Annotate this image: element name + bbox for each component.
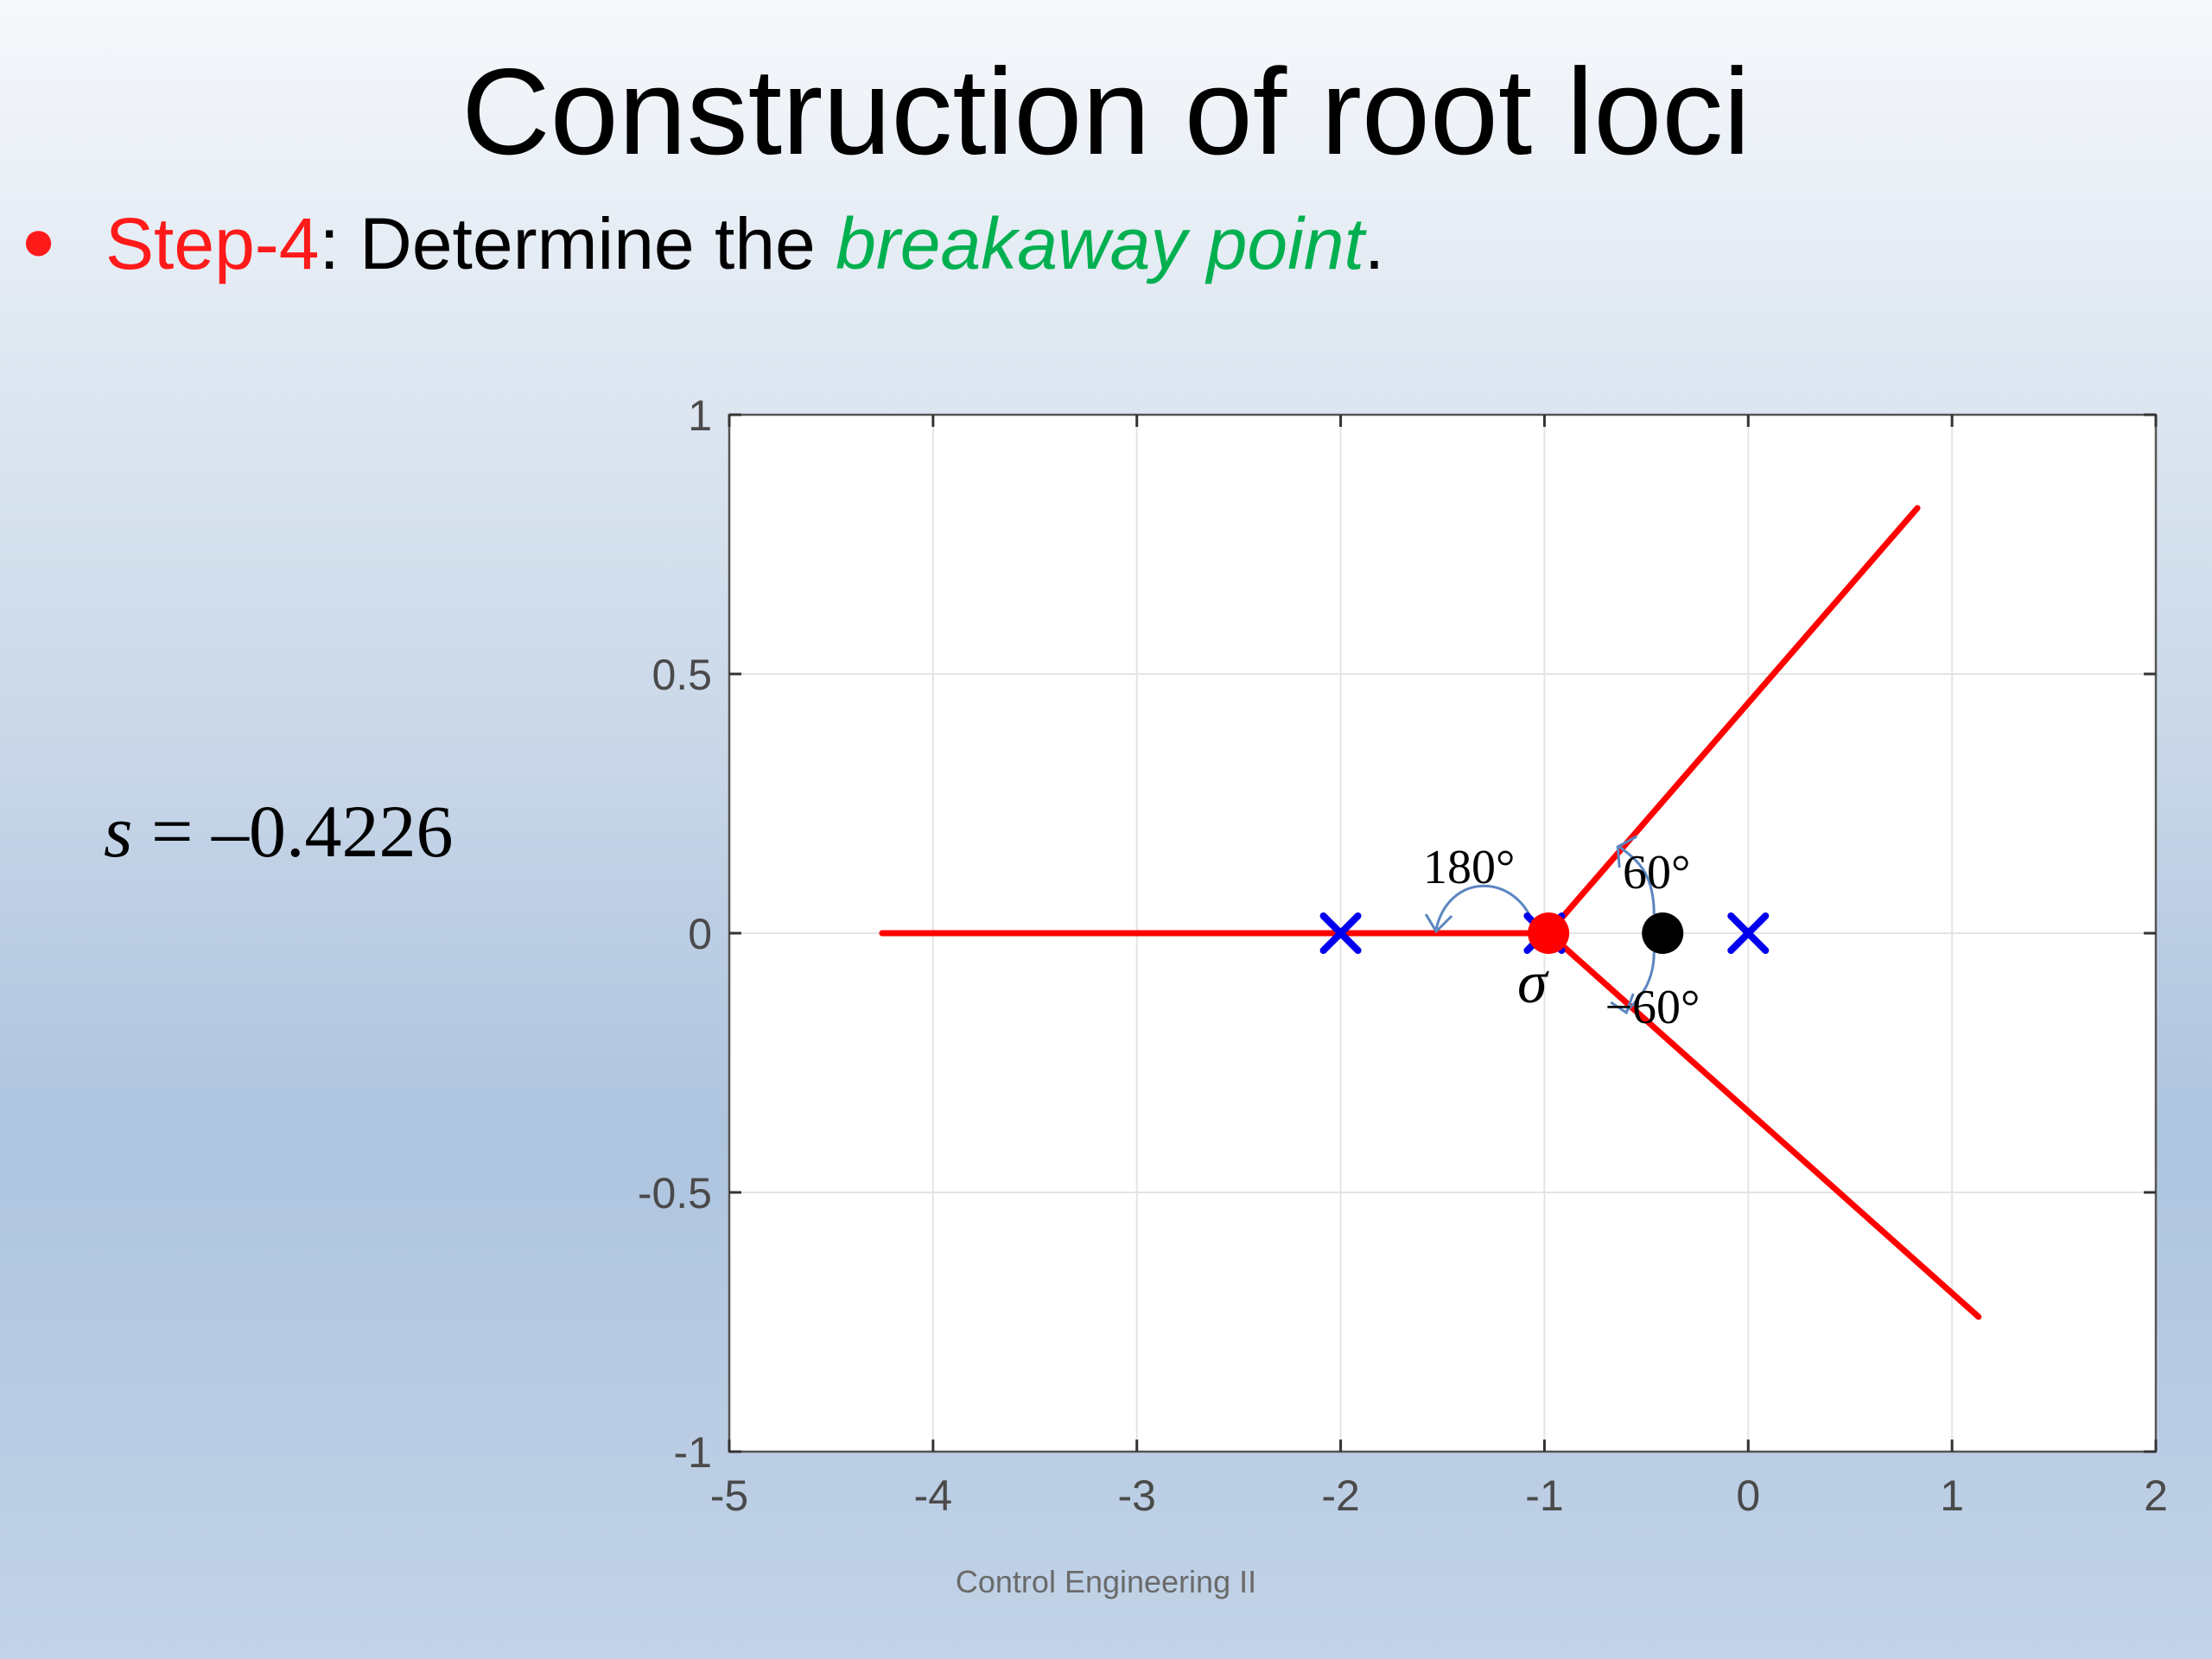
emphasis-text: breakaway point [836, 203, 1364, 284]
bullet-end: . [1363, 203, 1385, 284]
bullet-dot-icon: ● [21, 207, 57, 273]
pole-marker [1319, 912, 1362, 954]
x-tick-label: -4 [914, 1471, 952, 1520]
equation: s = –0.4226 [104, 788, 453, 874]
angle-arrowhead-180 [1424, 913, 1453, 934]
equation-value: = –0.4226 [132, 790, 454, 873]
angle-label: 180° [1423, 841, 1515, 894]
slide-title: Construction of root loci [461, 43, 1751, 181]
locus-branch [1545, 505, 1921, 937]
pole-marker [1727, 912, 1770, 954]
y-tick-label: -1 [674, 1428, 712, 1477]
bullet-text: : Determine the [319, 203, 836, 284]
x-tick-label: 1 [1940, 1471, 1964, 1520]
centroid-point [1642, 912, 1684, 954]
angle-arc-neg60 [1625, 951, 1656, 1013]
bullet-item: ● Step-4: Determine the breakaway point. [21, 204, 1384, 283]
y-tick-label: 0 [688, 910, 712, 958]
angle-label: 60° [1623, 846, 1690, 899]
angle-arrowhead-neg60 [1610, 993, 1635, 1015]
x-tick-label: -3 [1117, 1471, 1155, 1520]
footer-text: Control Engineering II [955, 1564, 1257, 1599]
angle-arc-60 [1618, 845, 1656, 915]
angle-arc-180 [1434, 884, 1535, 930]
y-tick-label: 0.5 [652, 651, 712, 699]
x-tick-label: -2 [1321, 1471, 1359, 1520]
sigma-label: σ [1517, 950, 1549, 1016]
y-tick-label: -0.5 [638, 1169, 712, 1217]
locus-branch [1545, 930, 1982, 1320]
x-tick-label: 0 [1736, 1471, 1760, 1520]
angle-label: −60° [1605, 981, 1700, 1034]
breakaway-point [1528, 912, 1570, 954]
step-label: Step-4 [105, 203, 320, 284]
x-tick-label: -5 [710, 1471, 748, 1520]
angle-arrowhead-60 [1616, 835, 1637, 868]
y-tick-label: 1 [688, 391, 712, 440]
x-tick-label: -1 [1525, 1471, 1563, 1520]
x-tick-label: 2 [2144, 1471, 2168, 1520]
equation-variable: s [104, 790, 133, 873]
